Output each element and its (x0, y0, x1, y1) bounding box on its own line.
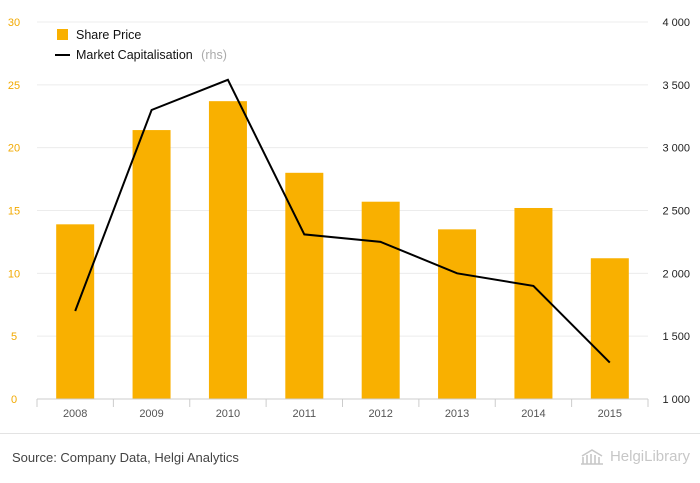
left-tick-label: 10 (8, 268, 20, 280)
legend-label-market-cap-name: Market Capitalisation (76, 48, 193, 62)
footer-divider (0, 433, 700, 434)
legend-swatch-share-price (57, 29, 68, 40)
share-price-bar (132, 130, 171, 399)
right-tick-label: 1 000 (662, 394, 690, 406)
legend-label-share-price: Share Price (76, 28, 141, 42)
x-tick-label: 2015 (598, 408, 622, 420)
right-axis-ticks: 1 000 1 500 2 000 2 500 3 000 3 500 4 000 (662, 17, 690, 406)
x-tick-label: 2011 (292, 408, 316, 420)
left-tick-label: 0 (11, 394, 17, 406)
x-tick-label: 2013 (445, 408, 469, 420)
right-tick-label: 4 000 (662, 17, 690, 29)
right-tick-label: 1 500 (662, 331, 690, 343)
right-tick-label: 2 500 (662, 206, 690, 218)
left-axis-ticks: 0 5 10 15 20 25 30 (8, 17, 20, 406)
gridlines (37, 21, 648, 337)
share-price-bar (56, 224, 95, 399)
x-tick-label: 2010 (216, 408, 240, 420)
x-axis: 2008 2009 2010 2011 2012 2013 2014 2015 (36, 398, 649, 420)
share-price-bar (208, 101, 247, 400)
x-tick-label: 2014 (521, 408, 545, 420)
legend: Share Price Market Capitalisation (rhs) (55, 28, 227, 63)
share-price-bars (56, 101, 629, 400)
share-price-bar (361, 201, 400, 399)
source-note: Source: Company Data, Helgi Analytics (12, 450, 239, 465)
left-tick-label: 30 (8, 17, 20, 29)
right-tick-label: 3 500 (662, 80, 690, 92)
helgi-library-logo[interactable]: HelgiLibrary (580, 448, 690, 465)
brand-name: HelgiLibrary (609, 448, 690, 465)
legend-label-market-cap-note: (rhs) (201, 48, 227, 62)
right-tick-label: 3 000 (662, 143, 690, 155)
left-tick-label: 20 (8, 143, 20, 155)
library-building-icon (580, 448, 603, 465)
left-tick-label: 5 (11, 331, 17, 343)
combo-chart: 0 5 10 15 20 25 30 1 000 1 500 2 000 2 500 3 000 3 … (8, 17, 690, 420)
share-price-bar (590, 258, 629, 399)
left-tick-label: 15 (8, 206, 20, 218)
market-cap-line (74, 78, 611, 364)
x-tick-label: 2012 (368, 408, 392, 420)
x-tick-label: 2008 (63, 408, 87, 420)
right-tick-label: 2 000 (662, 268, 690, 280)
left-tick-label: 25 (8, 80, 20, 92)
x-tick-label: 2009 (139, 408, 163, 420)
legend-label-market-cap: Market Capitalisation (rhs) (76, 46, 227, 63)
share-price-bar (514, 207, 553, 399)
share-price-bar (438, 229, 477, 399)
